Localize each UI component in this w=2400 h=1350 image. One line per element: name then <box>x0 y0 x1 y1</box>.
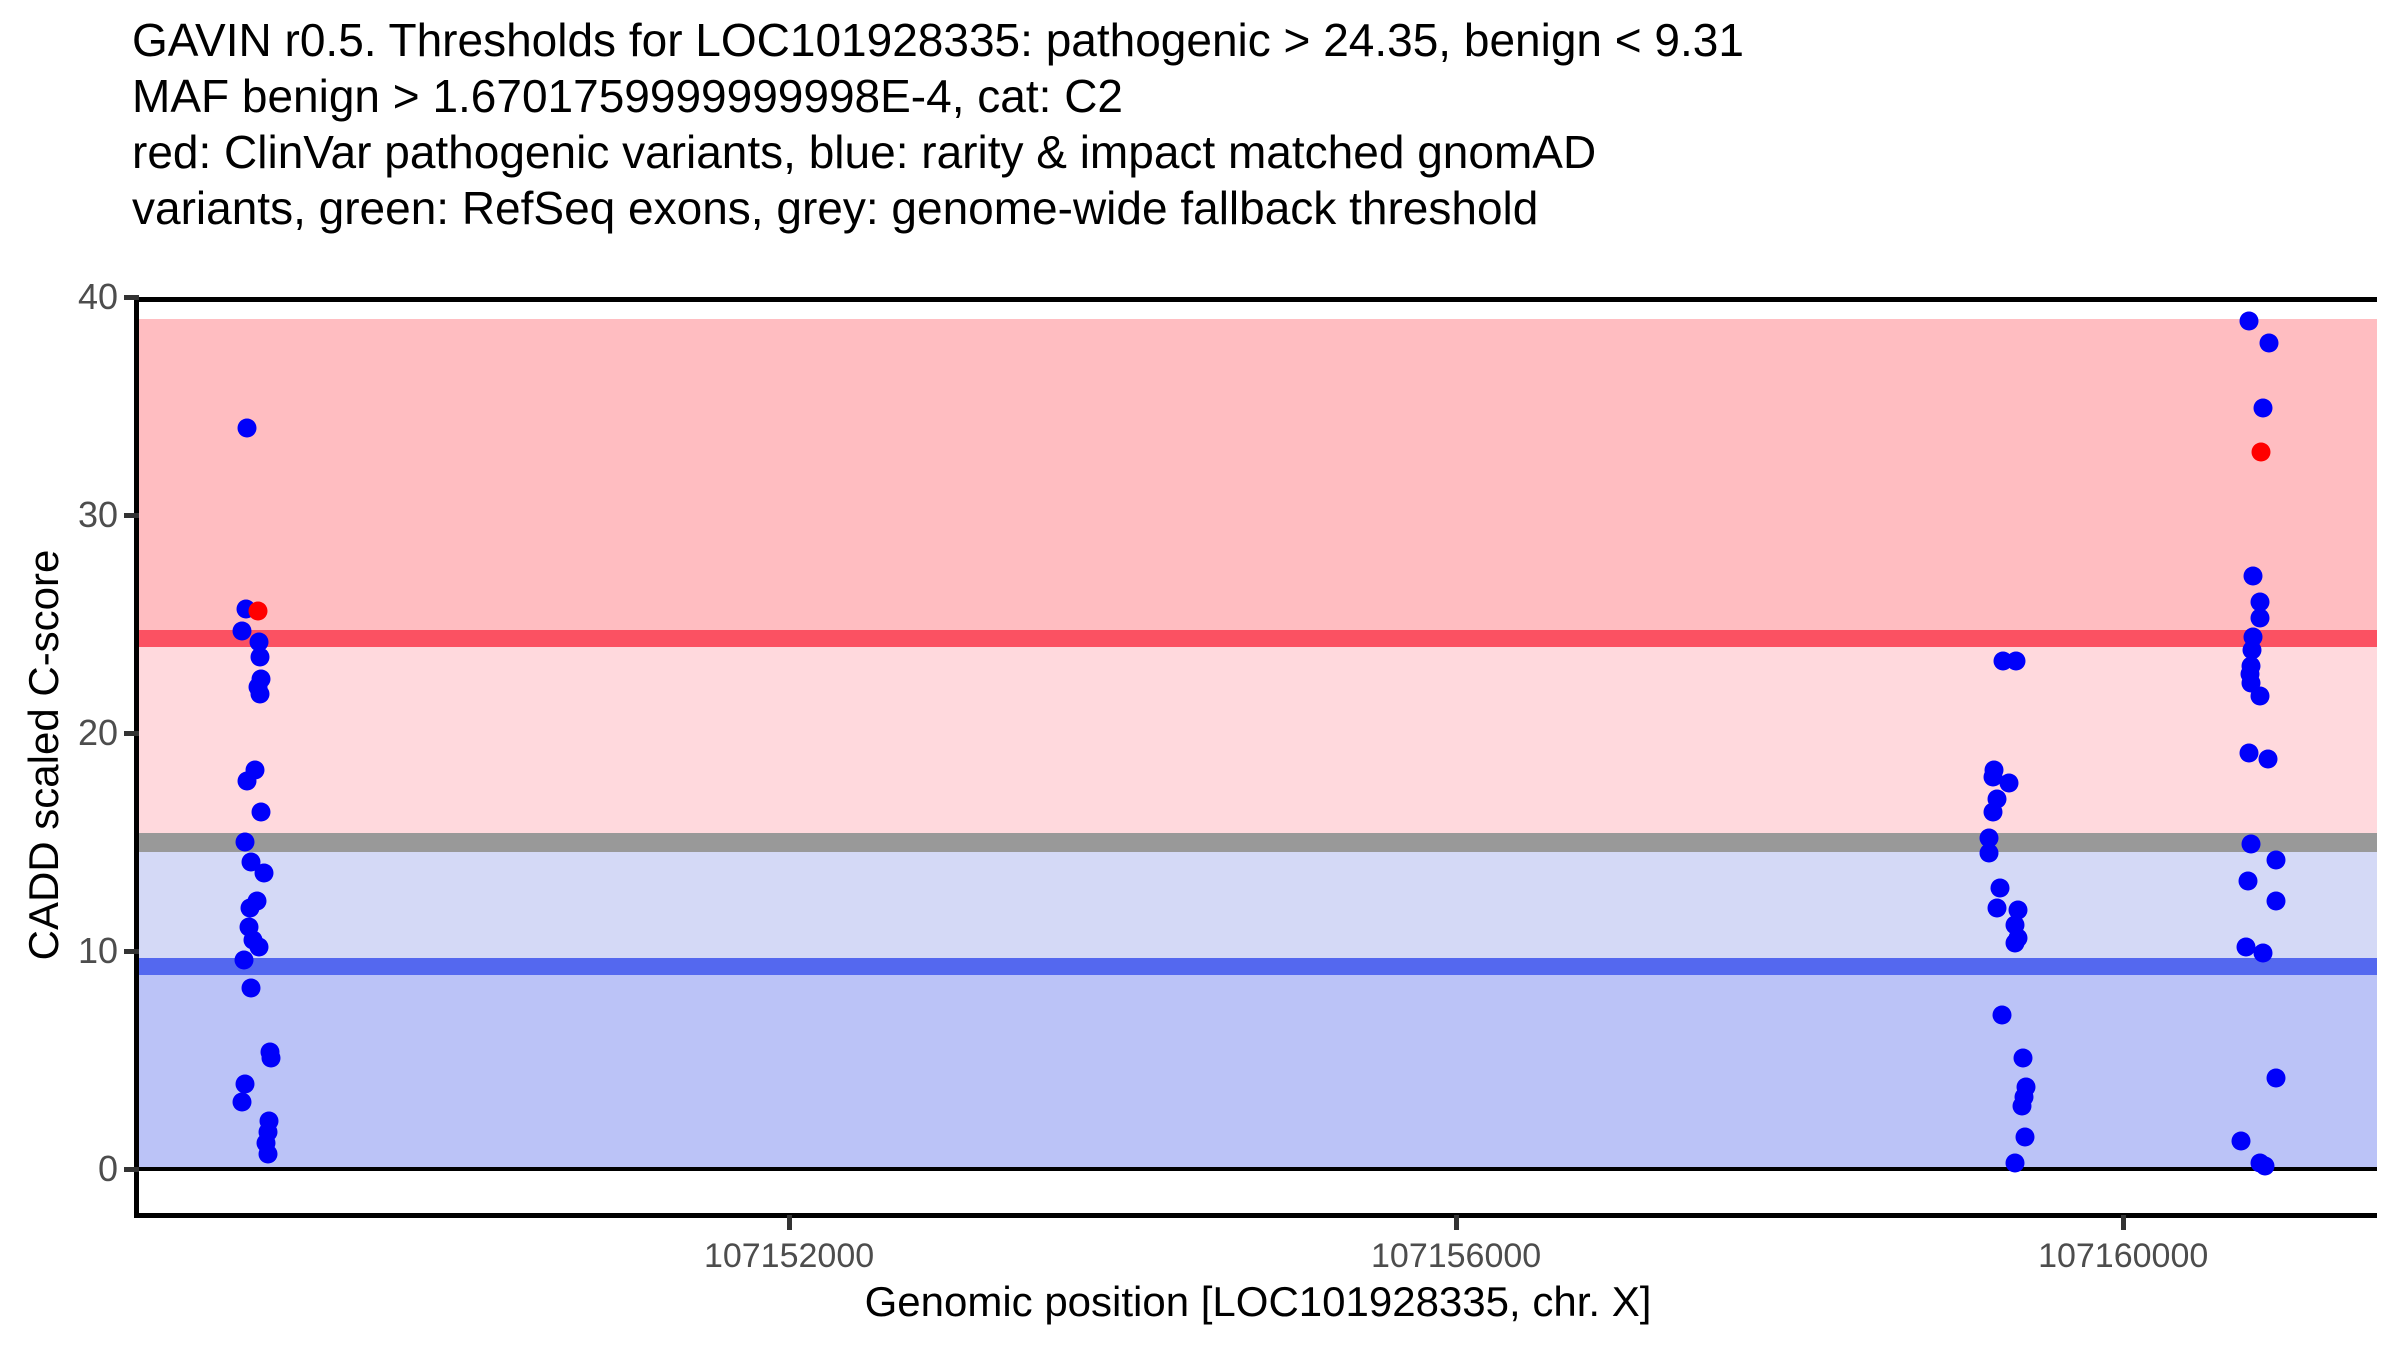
data-point <box>250 684 270 704</box>
data-point <box>261 1048 281 1068</box>
data-point <box>235 1074 255 1094</box>
data-point <box>2008 900 2028 920</box>
y-axis-title: CADD scaled C-score <box>20 549 67 961</box>
data-point <box>235 832 255 852</box>
vous-upper-zone <box>139 638 2377 843</box>
data-point <box>258 1144 278 1164</box>
data-point <box>2006 651 2026 671</box>
data-point <box>2251 442 2271 462</box>
y-tick-mark <box>124 1166 139 1172</box>
data-point <box>2239 743 2259 763</box>
data-point <box>2243 566 2263 586</box>
data-point <box>2250 686 2270 706</box>
chart-title-line-1: GAVIN r0.5. Thresholds for LOC101928335:… <box>132 14 1744 66</box>
y-tick-label: 30 <box>77 494 118 536</box>
data-point <box>1990 878 2010 898</box>
chart-title-line-2: MAF benign > 1.6701759999999998E-4, cat:… <box>132 70 1123 122</box>
x-tick-label: 107156000 <box>1371 1237 1542 1275</box>
data-point <box>2255 1156 2275 1176</box>
x-axis-title: Genomic position [LOC101928335, chr. X] <box>864 1278 1652 1325</box>
data-point <box>2250 592 2270 612</box>
y-tick-label: 10 <box>77 930 118 972</box>
genomewide-fallback-line <box>139 832 2377 852</box>
data-point <box>2005 933 2025 953</box>
data-point <box>2258 749 2278 769</box>
data-point <box>2236 937 2256 957</box>
pathogenic-zone <box>139 318 2377 639</box>
data-point <box>1983 802 2003 822</box>
x-tick-mark <box>2120 1215 2126 1230</box>
data-point <box>2259 333 2279 353</box>
data-point <box>1999 773 2019 793</box>
data-point <box>2266 1068 2286 1088</box>
vous-lower-zone <box>139 842 2377 967</box>
data-point <box>2012 1096 2032 1116</box>
y-tick-label: 20 <box>77 712 118 754</box>
chart-title-line-4: variants, green: RefSeq exons, grey: gen… <box>132 182 1539 234</box>
data-point <box>234 950 254 970</box>
benign-zone <box>139 966 2377 1170</box>
data-point <box>2238 871 2258 891</box>
pathogenic-threshold-line <box>139 629 2377 647</box>
x-tick-label: 107160000 <box>2038 1237 2209 1275</box>
data-point <box>1987 898 2007 918</box>
data-point <box>2242 640 2262 660</box>
data-point <box>248 601 268 621</box>
plot-panel <box>139 297 2377 1213</box>
data-point <box>2241 834 2261 854</box>
data-point <box>249 937 269 957</box>
data-point <box>2250 608 2270 628</box>
data-point <box>2253 943 2273 963</box>
data-point <box>2266 850 2286 870</box>
x-tick-mark <box>786 1215 792 1230</box>
data-point <box>250 647 270 667</box>
y-tick-label: 0 <box>97 1148 118 1190</box>
y-tick-label: 40 <box>77 276 118 317</box>
top-frame-line <box>139 297 2377 302</box>
y-tick-mark <box>124 948 139 954</box>
x-tick-label: 107152000 <box>703 1237 875 1275</box>
data-point <box>2266 891 2286 911</box>
data-point <box>2239 311 2259 331</box>
data-point <box>249 632 269 652</box>
data-point <box>241 978 261 998</box>
y-tick-mark <box>124 294 139 300</box>
data-point <box>240 898 260 918</box>
data-point <box>237 771 257 791</box>
data-point <box>237 418 257 438</box>
y-tick-mark <box>124 730 139 736</box>
data-point <box>232 621 252 641</box>
data-point <box>232 1092 252 1112</box>
chart-title: GAVIN r0.5. Thresholds for LOC101928335:… <box>132 12 1744 236</box>
data-point <box>1979 828 1999 848</box>
y-tick-mark <box>124 512 139 518</box>
data-point <box>251 802 271 822</box>
data-point <box>1983 767 2003 787</box>
data-point <box>2231 1131 2251 1151</box>
data-point <box>2013 1048 2033 1068</box>
data-point <box>1992 1005 2012 1025</box>
benign-threshold-line <box>139 957 2377 975</box>
chart-title-line-3: red: ClinVar pathogenic variants, blue: … <box>132 126 1597 178</box>
data-point <box>254 863 274 883</box>
x-tick-mark <box>1453 1215 1459 1230</box>
data-point <box>2253 398 2273 418</box>
y-axis-line <box>134 295 139 1218</box>
zero-line <box>139 1167 2377 1172</box>
data-point <box>2015 1127 2035 1147</box>
data-point <box>1979 843 1999 863</box>
x-axis-line <box>134 1213 2377 1218</box>
data-point <box>2005 1153 2025 1173</box>
